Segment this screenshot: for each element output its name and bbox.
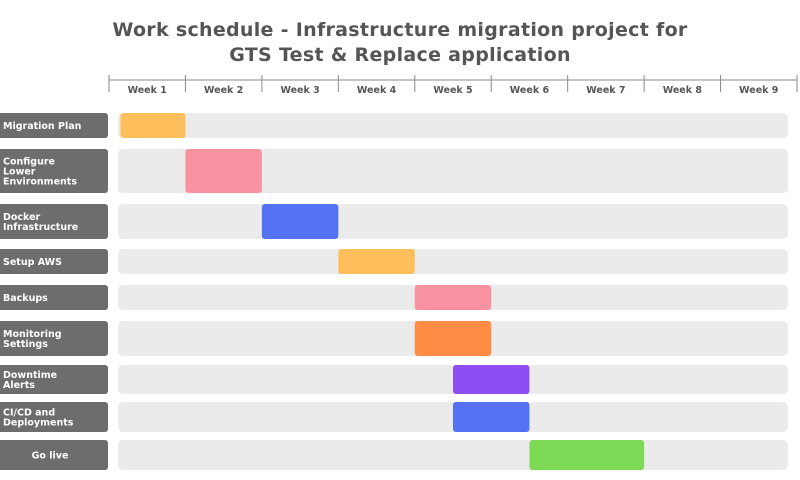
task-label: Backups — [3, 293, 48, 304]
task-label: Environments — [3, 177, 77, 188]
week-tick-label: Week 7 — [586, 85, 625, 96]
task-label-box — [0, 365, 108, 394]
task-label-box — [0, 149, 108, 193]
task-row: Setup AWS — [0, 249, 788, 274]
chart-title: Work schedule - Infrastructure migration… — [0, 18, 800, 68]
task-label: Lower — [3, 167, 36, 178]
task-label: Settings — [3, 339, 48, 350]
week-axis: Week 1 Week 2 Week 3 Week 4 Week 5 Week 6 Week… — [108, 75, 798, 96]
task-bar — [414, 321, 492, 356]
task-label: Migration Plan — [3, 121, 82, 132]
task-label-box — [0, 321, 108, 356]
week-tick-label: Week 2 — [204, 85, 243, 96]
task-bar — [453, 402, 530, 432]
task-label: Alerts — [3, 380, 35, 391]
task-label-box — [0, 440, 108, 470]
week-tick-label: Week 3 — [280, 85, 319, 96]
task-label-box — [0, 113, 108, 138]
task-label-box — [0, 285, 108, 310]
row-track — [118, 113, 788, 138]
task-label: Downtime — [3, 370, 57, 381]
week-tick-label: Week 1 — [128, 85, 167, 96]
task-bar — [414, 285, 492, 310]
task-bar — [338, 249, 415, 274]
task-bar — [120, 113, 186, 138]
task-label-box — [0, 402, 108, 432]
task-label-box — [0, 204, 108, 239]
task-label: Configure — [3, 157, 55, 168]
task-label: Docker — [3, 212, 41, 223]
task-bar — [261, 204, 339, 239]
week-tick-label: Week 4 — [357, 85, 397, 96]
task-label-box — [0, 249, 108, 274]
task-label: Infrastructure — [3, 222, 78, 233]
task-label: Monitoring — [3, 329, 62, 340]
chart-title-line-2: GTS Test & Replace application — [229, 44, 571, 66]
row-track — [118, 149, 788, 193]
week-tick-label: Week 8 — [663, 85, 703, 96]
task-bar — [453, 365, 530, 394]
task-label: CI/CD and — [3, 408, 55, 419]
task-bar — [185, 149, 262, 193]
task-label: Go live — [32, 451, 69, 462]
week-tick-label: Week 9 — [739, 85, 778, 96]
task-bar — [529, 440, 645, 470]
task-row: Backups — [0, 285, 788, 310]
row-track — [118, 440, 788, 470]
row-track — [118, 249, 788, 274]
task-rows: Migration Plan ConfigureLowerEnvironments… — [0, 113, 788, 470]
task-label: Setup AWS — [3, 257, 62, 268]
chart-title-line-1: Work schedule - Infrastructure migration… — [112, 19, 688, 41]
task-row: Migration Plan — [0, 113, 788, 138]
week-tick-label: Week 6 — [510, 85, 550, 96]
task-label: Deployments — [3, 418, 74, 429]
week-tick-label: Week 5 — [433, 85, 472, 96]
row-track — [118, 204, 788, 239]
task-row: Go live — [0, 440, 788, 470]
